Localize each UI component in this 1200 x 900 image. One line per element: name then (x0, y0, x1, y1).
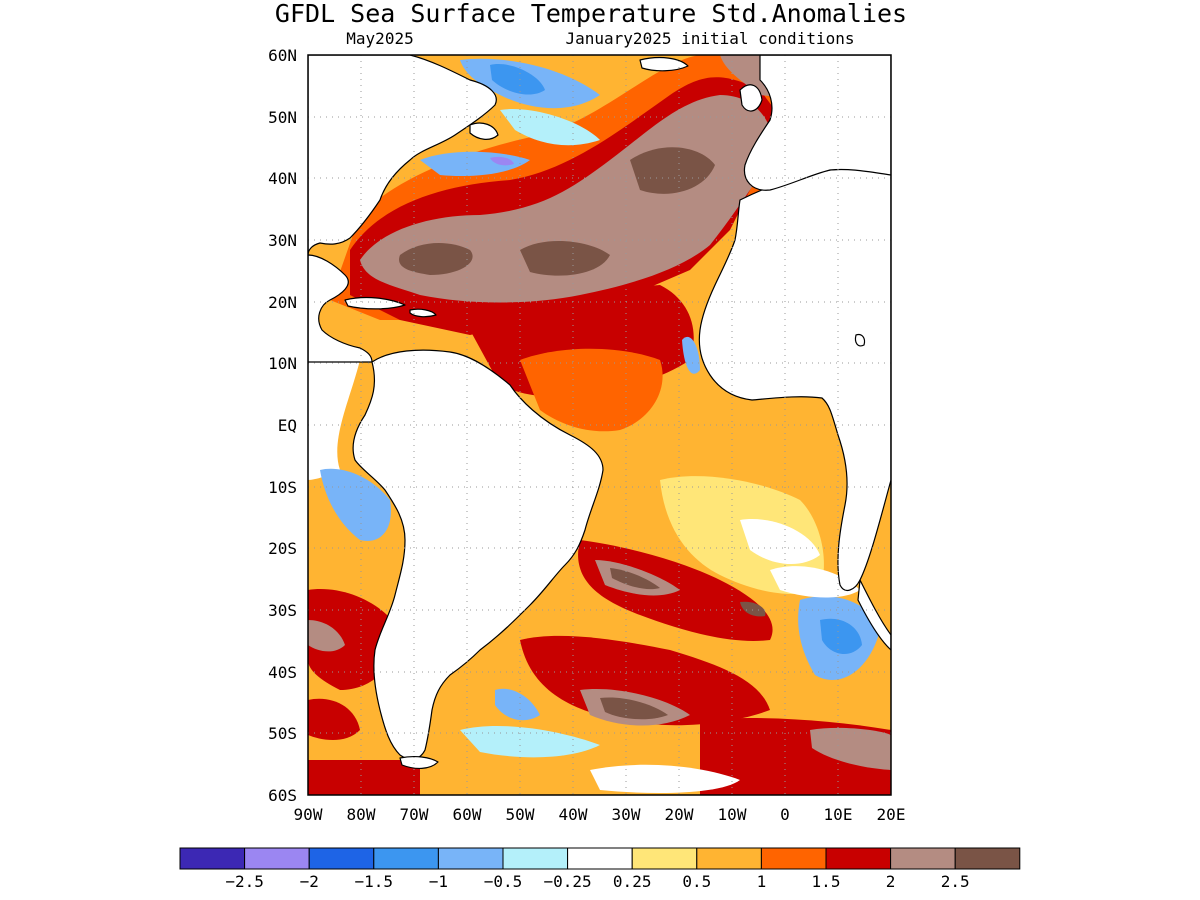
anomaly-region-pacific-blue (320, 468, 391, 541)
lon-label: 0 (780, 805, 790, 824)
north-america-land (308, 55, 497, 256)
hispaniola-land (409, 308, 437, 318)
colorbar-label: −2 (300, 872, 319, 891)
madagascar-land (854, 333, 866, 347)
british-isles-land (739, 84, 763, 112)
colorbar-label: 1 (757, 872, 767, 891)
anomaly-region-far-south-brown (810, 727, 891, 770)
lat-label: 60S (268, 786, 297, 805)
anomaly-region-pacific-far-south (308, 760, 420, 795)
north-america-lower-land (308, 254, 373, 363)
colorbar-label: −1.5 (355, 872, 394, 891)
anomaly-region-south-cyan-1 (460, 725, 600, 758)
colorbar-swatch (373, 847, 439, 870)
lat-label: 40N (268, 169, 297, 188)
lon-label: 30W (612, 805, 641, 824)
tierra-del-fuego-land (399, 756, 439, 769)
cuba-land (344, 296, 406, 310)
lat-label: 30N (268, 231, 297, 250)
anomaly-region-south-darkbrown-1 (610, 568, 660, 590)
lat-label: 10S (268, 478, 297, 497)
colorbar: −2.5 −2 −1.5 −1 −0.5 −0.25 0.25 0.5 1 1.5 2 2.5 (179, 847, 1021, 891)
colorbar-swatch (825, 847, 892, 870)
colorbar-swatch (437, 847, 504, 870)
anomaly-region-tropical-orange (520, 348, 663, 432)
anomaly-region-south-darkbrown-3 (740, 601, 766, 617)
lon-label: 50W (506, 805, 535, 824)
colorbar-label: 2 (886, 872, 896, 891)
lat-label: 20S (268, 539, 297, 558)
map-frame (307, 54, 892, 796)
colorbar-label: −0.25 (544, 872, 592, 891)
colorbar-labels: −2.5 −2 −1.5 −1 −0.5 −0.25 0.25 0.5 1 1.5 2 2.5 (225, 872, 969, 891)
latitude-axis: 60N 50N 40N 30N 20N 10N EQ 10S 20S 30S 4… (268, 46, 297, 805)
colorbar-label: −1 (429, 872, 448, 891)
lat-label: EQ (278, 416, 297, 435)
lon-label: 70W (400, 805, 429, 824)
lon-label: 40W (559, 805, 588, 824)
anomaly-region-south-atlantic-pale (740, 519, 820, 565)
anomaly-region-pacific-white (308, 360, 360, 480)
lat-label: 50N (268, 108, 297, 127)
lon-label: 20W (665, 805, 694, 824)
colorbar-swatch (631, 847, 698, 870)
lon-label: 90W (294, 805, 323, 824)
lat-label: 20N (268, 293, 297, 312)
colorbar-label: −2.5 (225, 872, 264, 891)
lon-label: 20E (877, 805, 906, 824)
anomaly-field (308, 55, 891, 795)
lat-label: 40S (268, 663, 297, 682)
anomaly-region-south-blue-1 (495, 688, 540, 721)
anomaly-region-south-darkbrown-2 (600, 697, 668, 720)
anomaly-region-pacific-brown (308, 620, 345, 652)
anomaly-region-north-cold-cyan (500, 109, 600, 146)
colorbar-swatch (244, 847, 310, 870)
south-america-land (352, 349, 604, 760)
lon-label: 60W (453, 805, 482, 824)
iceland-land (639, 56, 689, 72)
anomaly-region-far-south-white (590, 764, 740, 793)
colorbar-swatch (890, 847, 956, 870)
colorbar-swatch (308, 847, 375, 870)
colorbar-swatch (179, 847, 246, 870)
lon-label: 10W (718, 805, 747, 824)
anomaly-region-north-atlantic-darkbrown-3 (630, 147, 715, 194)
colorbar-swatch (760, 847, 827, 870)
longitude-axis: 90W 80W 70W 60W 50W 40W 30W 20W 10W 0 10… (294, 805, 906, 824)
colorbar-swatch (567, 847, 633, 870)
colorbar-label: 1.5 (812, 872, 841, 891)
lat-label: 30S (268, 601, 297, 620)
colorbar-swatch (696, 847, 762, 870)
colorbar-label: −0.5 (484, 872, 523, 891)
anomaly-region-north-atlantic-darkbrown-2 (520, 240, 610, 276)
anomaly-region-north-atlantic-darkbrown-1 (399, 243, 473, 275)
anomaly-region-labrador-darkblue (490, 64, 545, 95)
anomaly-region-west-africa-blue (682, 336, 700, 374)
colorbar-swatch (954, 847, 1021, 870)
figure-title: GFDL Sea Surface Temperature Std.Anomali… (275, 0, 907, 28)
lat-label: 60N (268, 46, 297, 65)
colorbar-swatches (179, 847, 1021, 870)
initial-conditions-label: January2025 initial conditions (566, 29, 855, 48)
map-area (308, 55, 891, 795)
anomaly-region-south-red-2 (520, 635, 770, 726)
lat-label: 10N (268, 354, 297, 373)
lat-label: 50S (268, 724, 297, 743)
africa-south-land (857, 579, 891, 651)
colorbar-swatch (502, 847, 569, 870)
anomaly-region-pacific-south-red (308, 698, 360, 740)
colorbar-label: 2.5 (941, 872, 970, 891)
colorbar-label: 0.5 (682, 872, 711, 891)
europe-land (743, 55, 891, 191)
anomaly-region-se-darkblue (820, 618, 862, 655)
newfoundland-land (469, 122, 499, 140)
lon-label: 80W (347, 805, 376, 824)
forecast-month-label: May2025 (346, 29, 413, 48)
colorbar-label: 0.25 (613, 872, 652, 891)
land-masses (308, 55, 891, 769)
anomaly-region-south-atlantic-white (660, 476, 824, 595)
anomaly-region-gulfstream-purple (490, 156, 514, 166)
lon-label: 10E (824, 805, 853, 824)
